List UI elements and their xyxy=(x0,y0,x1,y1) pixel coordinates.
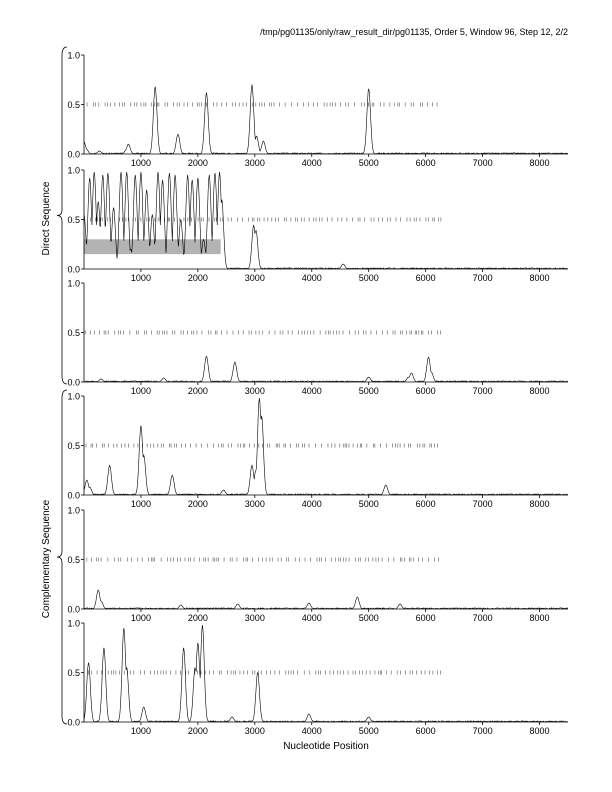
x-tick-label: 3000 xyxy=(245,499,265,509)
complementary-sequence-brace xyxy=(56,389,68,725)
y-tick-label: 0.5 xyxy=(67,441,80,451)
panels: 0.0 0.5 1.0 1000 2000 3000 4000 5000 6000 7000 800… xyxy=(67,51,569,736)
x-tick-label: 3000 xyxy=(245,386,265,396)
x-tick-label: 7000 xyxy=(473,613,493,623)
x-tick-label: 5000 xyxy=(359,386,379,396)
tick-row xyxy=(85,443,438,448)
x-tick-label: 8000 xyxy=(530,499,550,509)
x-tick-label: 4000 xyxy=(302,726,322,736)
x-tick-label: 8000 xyxy=(530,386,550,396)
x-tick-label: 1000 xyxy=(131,726,151,736)
x-tick-label: 2000 xyxy=(188,386,208,396)
tick-row xyxy=(86,102,438,107)
x-tick-label: 8000 xyxy=(530,613,550,623)
y-tick-label: 0.5 xyxy=(67,100,80,110)
x-tick-label: 5000 xyxy=(359,726,379,736)
y-tick-label: 0.5 xyxy=(67,328,80,338)
x-tick-label: 6000 xyxy=(416,158,436,168)
y-tick-label: 1.0 xyxy=(67,51,80,61)
x-tick-label: 1000 xyxy=(131,386,151,396)
signal-line xyxy=(83,397,569,496)
x-tick-label: 7000 xyxy=(473,499,493,509)
signal-line xyxy=(83,589,569,610)
x-tick-label: 3000 xyxy=(245,158,265,168)
x-tick-label: 4000 xyxy=(302,158,322,168)
y-tick-label: 1.0 xyxy=(67,506,80,516)
y-tick-label: 0.5 xyxy=(67,668,80,678)
panel-4: 0.0 0.5 1.0 1000 2000 3000 4000 5000 6000 7000 800… xyxy=(67,392,569,509)
y-tick-label: 0.0 xyxy=(67,378,80,388)
y-tick-label: 0.0 xyxy=(67,491,80,501)
x-tick-label: 8000 xyxy=(530,726,550,736)
x-tick-label: 7000 xyxy=(473,386,493,396)
y-tick-label: 1.0 xyxy=(67,619,80,629)
panel-1: 0.0 0.5 1.0 1000 2000 3000 4000 5000 6000 7000 800… xyxy=(67,51,569,168)
x-tick-label: 2000 xyxy=(188,158,208,168)
sequence-groups: Direct Sequence Complementary Sequence xyxy=(41,46,68,725)
x-tick-label: 2000 xyxy=(188,726,208,736)
y-tick-label: 0.0 xyxy=(67,265,80,275)
y-tick-label: 0.0 xyxy=(67,718,80,728)
x-tick-label: 1000 xyxy=(131,158,151,168)
signal-line xyxy=(83,355,569,383)
signal-line xyxy=(83,624,569,723)
x-tick-label: 8000 xyxy=(530,158,550,168)
x-tick-label: 2000 xyxy=(188,273,208,283)
x-axis-label: Nucleotide Position xyxy=(283,741,369,752)
x-tick-label: 7000 xyxy=(473,726,493,736)
y-tick-label: 1.0 xyxy=(67,279,80,289)
panel-5: 0.0 0.5 1.0 1000 2000 3000 4000 5000 6000 7000 800… xyxy=(67,506,569,623)
x-tick-label: 1000 xyxy=(131,499,151,509)
x-tick-label: 2000 xyxy=(188,613,208,623)
x-tick-label: 4000 xyxy=(302,613,322,623)
tick-row xyxy=(84,217,442,222)
y-tick-label: 1.0 xyxy=(67,166,80,176)
signal-line xyxy=(83,84,569,155)
x-tick-label: 7000 xyxy=(473,158,493,168)
x-tick-label: 6000 xyxy=(416,499,436,509)
highlight-band xyxy=(84,239,221,255)
y-tick-label: 0.5 xyxy=(67,555,80,565)
x-tick-label: 5000 xyxy=(359,273,379,283)
x-tick-label: 4000 xyxy=(302,499,322,509)
x-tick-label: 1000 xyxy=(131,613,151,623)
x-tick-label: 3000 xyxy=(245,273,265,283)
x-tick-label: 3000 xyxy=(245,726,265,736)
figure-header: /tmp/pg01135/only/raw_result_dir/pg01135… xyxy=(260,27,568,37)
panel-6: 0.0 0.5 1.0 1000 2000 3000 4000 5000 6000 7000 800… xyxy=(67,619,569,736)
y-tick-label: 1.0 xyxy=(67,392,80,402)
y-tick-label: 0.0 xyxy=(67,150,80,160)
direct-sequence-brace xyxy=(56,46,68,385)
x-tick-label: 6000 xyxy=(416,613,436,623)
panel-3: 0.0 0.5 1.0 1000 2000 3000 4000 5000 6000 7000 800… xyxy=(67,279,569,396)
x-tick-label: 3000 xyxy=(245,613,265,623)
x-tick-label: 6000 xyxy=(416,273,436,283)
signal-line xyxy=(83,171,569,270)
direct-sequence-label: Direct Sequence xyxy=(41,181,52,255)
x-tick-label: 4000 xyxy=(302,273,322,283)
x-tick-label: 6000 xyxy=(416,726,436,736)
x-tick-label: 2000 xyxy=(188,499,208,509)
tick-row xyxy=(83,670,441,675)
complementary-sequence-label: Complementary Sequence xyxy=(41,499,52,618)
y-tick-label: 0.5 xyxy=(67,215,80,225)
panel-2: 0.0 0.5 1.0 1000 2000 3000 4000 5000 6000 7000 800… xyxy=(67,166,569,283)
x-tick-label: 5000 xyxy=(359,158,379,168)
x-tick-label: 8000 xyxy=(530,273,550,283)
x-tick-label: 4000 xyxy=(302,386,322,396)
tick-row xyxy=(86,557,439,562)
x-tick-label: 5000 xyxy=(359,613,379,623)
tick-row xyxy=(84,330,441,335)
x-tick-label: 5000 xyxy=(359,499,379,509)
x-tick-label: 7000 xyxy=(473,273,493,283)
x-tick-label: 1000 xyxy=(131,273,151,283)
x-tick-label: 6000 xyxy=(416,386,436,396)
y-tick-label: 0.0 xyxy=(67,605,80,615)
